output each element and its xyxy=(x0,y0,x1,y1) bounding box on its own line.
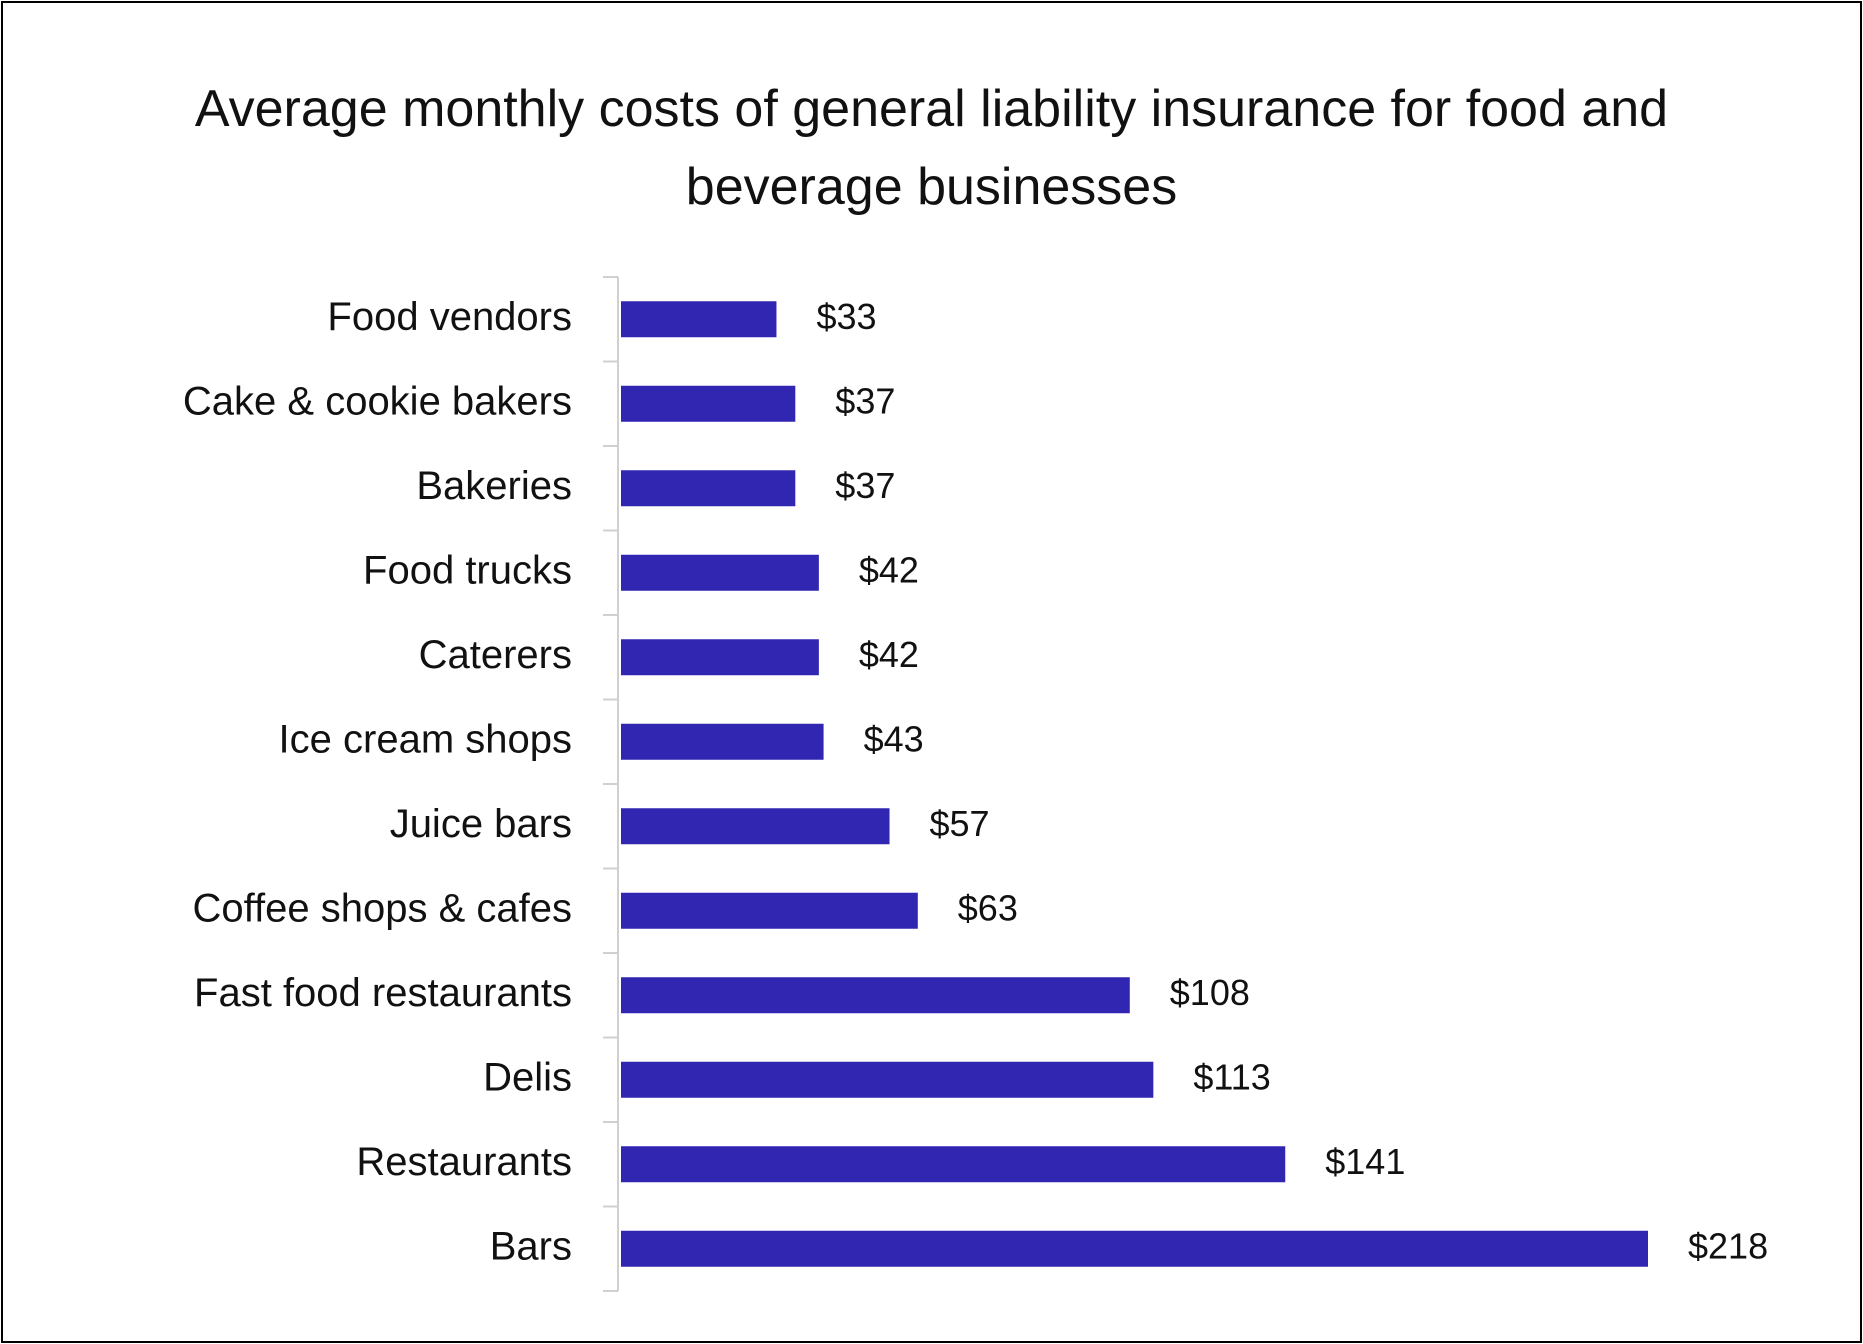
value-label: $42 xyxy=(859,634,919,675)
title-box: Average monthly costs of general liabili… xyxy=(0,70,1863,226)
category-label: Coffee shops & cafes xyxy=(193,886,573,930)
bar xyxy=(621,385,796,422)
bar xyxy=(621,892,918,929)
bar xyxy=(621,1061,1154,1098)
category-label: Food trucks xyxy=(363,548,572,592)
chart-title: Average monthly costs of general liabili… xyxy=(194,80,1669,216)
category-label: Delis xyxy=(483,1055,572,1099)
category-label: Bars xyxy=(490,1224,572,1268)
bar xyxy=(621,1146,1286,1183)
category-label: Restaurants xyxy=(356,1140,572,1184)
bar xyxy=(621,977,1130,1014)
value-label: $33 xyxy=(816,296,876,337)
bar xyxy=(621,470,796,507)
bar xyxy=(621,808,890,845)
value-label: $113 xyxy=(1193,1056,1270,1097)
value-label: $42 xyxy=(859,549,919,590)
value-label: $57 xyxy=(930,803,990,844)
category-label: Juice bars xyxy=(390,802,572,846)
bar xyxy=(621,723,824,760)
value-label: $141 xyxy=(1325,1141,1405,1182)
category-label: Cake & cookie bakers xyxy=(183,379,572,423)
value-label: $37 xyxy=(835,465,895,506)
bar xyxy=(621,639,819,676)
category-label: Bakeries xyxy=(416,464,572,508)
category-label: Fast food restaurants xyxy=(194,971,572,1015)
category-label: Caterers xyxy=(419,633,572,677)
category-label: Ice cream shops xyxy=(279,717,572,761)
bar xyxy=(621,554,819,591)
value-label: $63 xyxy=(958,887,1018,928)
bar xyxy=(621,301,777,338)
value-label: $108 xyxy=(1170,972,1250,1013)
category-label: Food vendors xyxy=(327,295,572,339)
value-label: $43 xyxy=(864,718,924,759)
value-label: $218 xyxy=(1688,1225,1768,1266)
value-label: $37 xyxy=(835,380,895,421)
bar xyxy=(621,1230,1648,1267)
